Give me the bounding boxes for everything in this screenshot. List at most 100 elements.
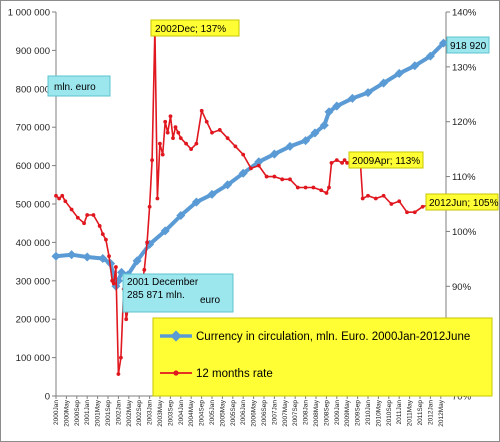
series-rate-point	[189, 147, 193, 152]
legend-box	[152, 317, 493, 397]
series-rate-point	[272, 174, 277, 179]
series-rate-point	[104, 237, 108, 242]
series-cic-point	[191, 197, 201, 207]
x-tick-label: 2010May	[375, 399, 382, 426]
y-right-tick-label: 120%	[452, 117, 477, 128]
x-tick-label: 2009Jan	[334, 400, 341, 425]
series-rate-point	[160, 152, 165, 157]
x-tick-label: 2002Sep	[136, 400, 143, 426]
series-rate-point	[204, 119, 209, 124]
y-right-tick-label: 100%	[452, 227, 477, 238]
series-rate-point	[311, 185, 316, 190]
series-cic-point	[425, 51, 435, 61]
legend-label-rate: 12 months rate	[196, 368, 273, 380]
series-rate-point	[118, 355, 123, 360]
series-cic-point	[269, 149, 279, 159]
x-tick-label: 2002May	[126, 399, 133, 426]
series-cic-point	[332, 101, 342, 111]
series-rate-point	[176, 130, 181, 135]
series-rate-point	[178, 136, 183, 141]
series-rate-point	[329, 160, 334, 165]
x-tick-label: 2008Sep	[323, 400, 330, 426]
y-left-tick-label: 500 000	[16, 200, 50, 211]
series-rate-point	[199, 108, 204, 113]
series-rate-point	[85, 213, 90, 217]
dec2001-label-line3: euro	[200, 295, 220, 306]
series-rate-point	[171, 136, 175, 141]
series-rate-point	[168, 114, 173, 119]
dec2001-label-line1: 2001 December	[127, 277, 199, 288]
series-rate-point	[217, 128, 222, 132]
series-cic-point	[176, 210, 186, 221]
x-tick-label: 2000Sep	[74, 400, 81, 426]
series-rate-point	[360, 196, 365, 201]
series-cic-point	[410, 61, 420, 71]
x-tick-label: 2003May	[157, 399, 164, 426]
series-rate-point	[327, 185, 331, 190]
series-rate-point	[381, 193, 386, 198]
series-rate-point	[54, 193, 58, 198]
series-rate-point	[145, 240, 150, 245]
x-tick-label: 2008Jan	[303, 400, 310, 425]
dec2001-label-line2: 285 871 mln.	[127, 290, 185, 301]
x-tick-label: 2007May	[282, 399, 289, 426]
series-rate-point	[319, 188, 324, 193]
series-rate-point	[288, 177, 292, 182]
series-rate-point	[249, 166, 253, 171]
x-tick-label: 2001May	[95, 399, 102, 426]
x-tick-label: 2006Jan	[240, 400, 247, 425]
series-cic-point	[98, 254, 108, 264]
y-left-tick-label: 100 000	[16, 353, 50, 364]
series-cic-point	[207, 189, 217, 199]
series-rate-point	[163, 119, 168, 124]
series-cic-point	[132, 256, 142, 266]
legend-label-cic: Currency in circulation, mln. Euro. 2000…	[196, 331, 470, 343]
y-right-tick-label: 140%	[452, 8, 477, 19]
x-tick-label: 2004Sep	[199, 400, 206, 426]
series-rate-point	[91, 213, 96, 217]
series-rate-point	[342, 158, 347, 163]
y-left-tick-label: 1 000 000	[8, 8, 50, 19]
peak-annotation: 2002Dec; 137%	[150, 19, 240, 37]
series-rate-point	[345, 160, 349, 165]
peak-label: 2002Dec; 137%	[155, 24, 226, 35]
series-rate-point	[184, 141, 189, 146]
jun2012-annotation: 2012Jun; 105%	[425, 193, 499, 211]
legend-marker-cic	[170, 330, 182, 342]
series-rate-point	[295, 185, 300, 190]
series-rate-point	[340, 160, 345, 165]
series-rate-point	[233, 144, 238, 149]
series-rate-point	[82, 221, 86, 226]
x-tick-label: 2010Jan	[365, 400, 372, 425]
y-left-tick-label: 0	[45, 392, 50, 403]
series-rate-point	[412, 210, 417, 215]
series-rate-point	[373, 196, 378, 201]
series-cic-point	[347, 93, 357, 103]
series-rate-point	[210, 130, 214, 135]
series-rate-point	[324, 191, 329, 195]
series-rate-point	[225, 136, 230, 141]
x-tick-label: 2006May	[251, 399, 258, 426]
x-tick-label: 2003Jan	[147, 400, 154, 425]
series-rate-point	[57, 196, 62, 201]
x-tick-label: 2008May	[313, 399, 320, 426]
x-tick-label: 2005Jan	[209, 400, 216, 425]
x-tick-label: 2004May	[188, 399, 195, 426]
series-cic-point	[310, 128, 320, 138]
last-cic-label: 918 920	[450, 41, 487, 52]
series-rate-point	[157, 141, 162, 146]
y-right-tick-label: 90%	[452, 282, 472, 293]
x-tick-label: 2012Jan	[427, 400, 434, 425]
y-left-tick-label: 600 000	[16, 161, 50, 172]
series-rate-point	[97, 224, 102, 228]
x-tick-label: 2011May	[407, 399, 414, 426]
series-rate-point	[241, 152, 246, 157]
apr2009-annotation: 2009Apr; 113%	[348, 151, 424, 169]
last-cic-annotation: 918 920	[446, 36, 490, 54]
series-rate-point	[165, 130, 170, 135]
y-left-tick-label: 400 000	[16, 238, 50, 249]
apr2009-label: 2009Apr; 113%	[352, 156, 420, 167]
series-cic-point	[254, 157, 264, 167]
